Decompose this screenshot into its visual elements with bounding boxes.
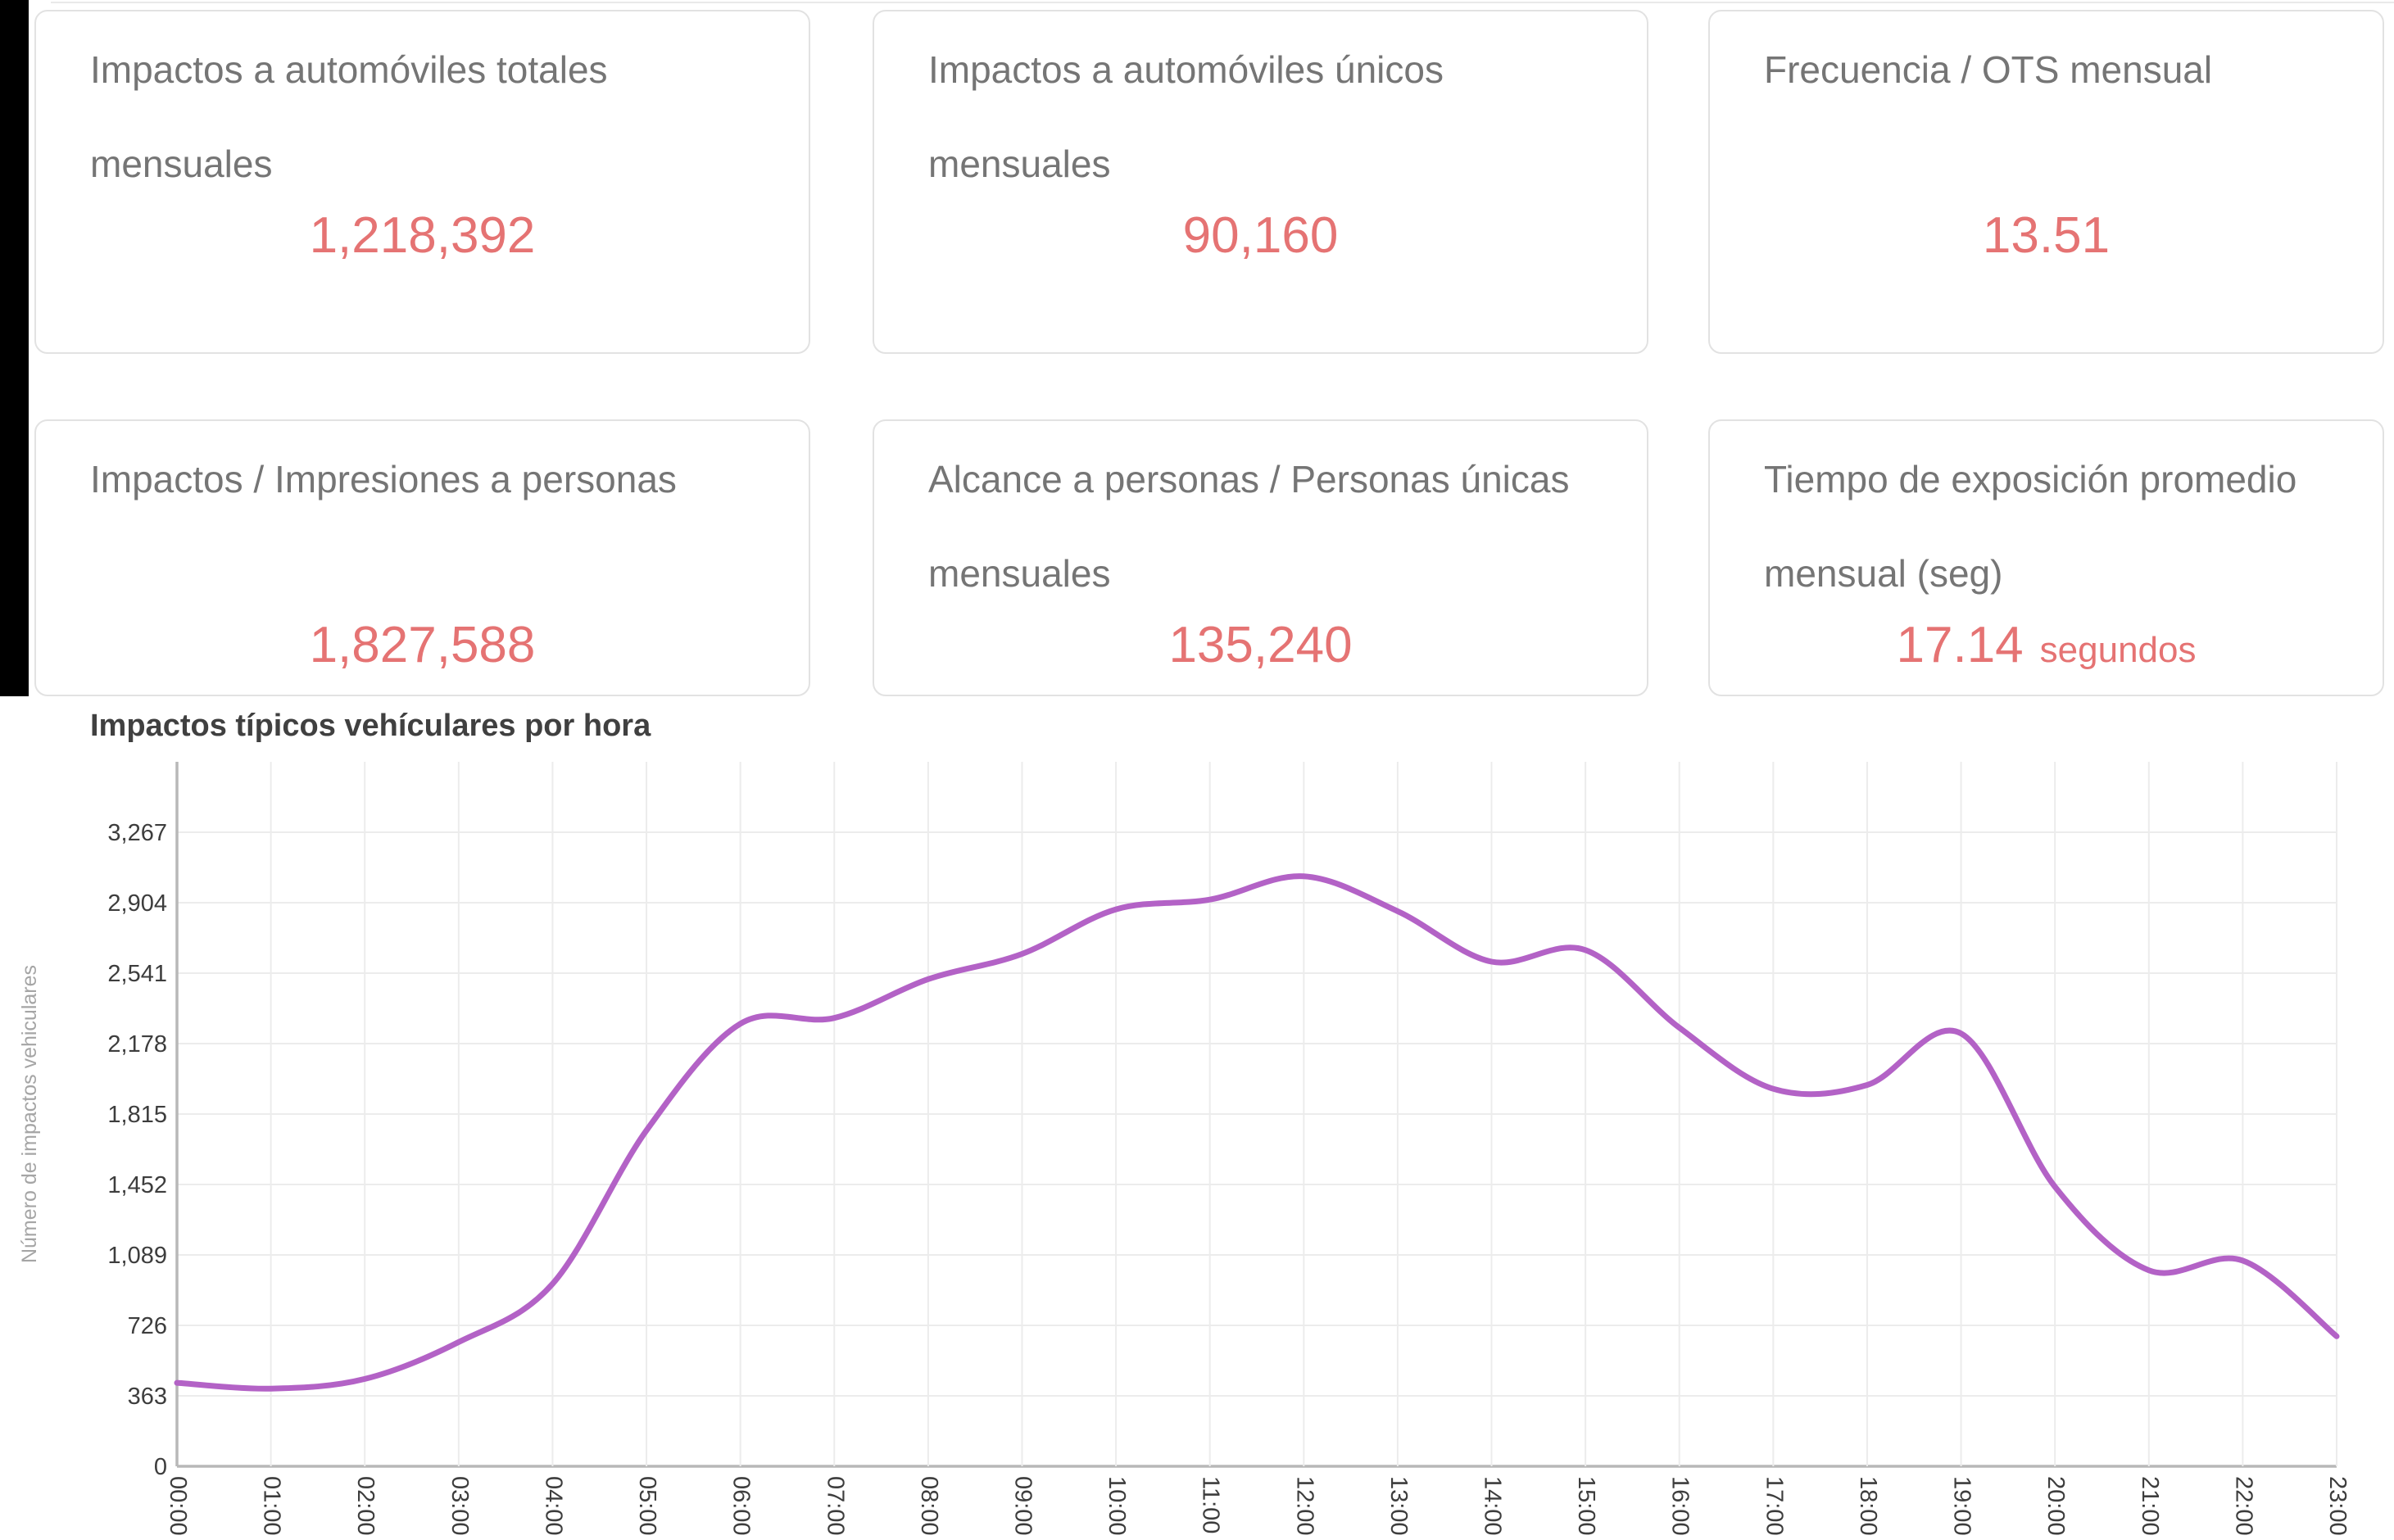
scorecard-value: 1,218,392 [309, 207, 536, 264]
x-tick-label: 11:00 [1198, 1476, 1224, 1533]
x-tick-label: 19:00 [1949, 1476, 1975, 1536]
x-tick-label: 23:00 [2324, 1476, 2351, 1536]
scorecard-impresiones-personas: Impactos / Impresiones a personas 1,827,… [34, 419, 810, 696]
x-tick-label: 15:00 [1573, 1476, 1599, 1536]
scorecard-alcance-personas: Alcance a personas / Personas únicas men… [873, 419, 1648, 696]
y-tick-label: 1,815 [107, 1102, 167, 1128]
scorecard-value: 13.51 [1982, 207, 2111, 264]
x-tick-label: 02:00 [352, 1476, 379, 1536]
scorecard-value-unit: segundos [2039, 630, 2197, 670]
chart-line-series [174, 873, 2340, 1392]
x-tick-label: 07:00 [822, 1476, 848, 1536]
scorecard-frecuencia-ots: Frecuencia / OTS mensual 13.51 [1708, 10, 2384, 354]
x-tick-label: 09:00 [1009, 1476, 1036, 1536]
scorecard-impactos-totales: Impactos a automóviles totales mensuales… [34, 10, 810, 354]
scorecard-value-number: 17.14 [1896, 617, 2024, 673]
left-black-bar [0, 0, 29, 696]
scorecard-value: 17.14 segundos [1710, 616, 2383, 674]
x-tick-label: 08:00 [916, 1476, 942, 1536]
y-axis-title: Número de impactos vehiculares [18, 965, 41, 1263]
scorecard-title: Frecuencia / OTS mensual [1764, 48, 2213, 91]
chart-title: Impactos típicos vehículares por hora [90, 709, 651, 743]
chart-grid [175, 762, 2337, 1468]
y-tick-label: 0 [154, 1454, 167, 1480]
x-tick-label: 03:00 [447, 1476, 473, 1536]
y-tick-label: 1,452 [107, 1172, 167, 1198]
scorecard-title: Tiempo de exposición promedio mensual (s… [1764, 458, 2297, 595]
y-tick-label: 363 [128, 1384, 167, 1410]
x-tick-label: 06:00 [728, 1476, 755, 1536]
scorecard-tiempo-exposicion: Tiempo de exposición promedio mensual (s… [1708, 419, 2384, 696]
x-tick-label: 10:00 [1104, 1476, 1130, 1536]
x-tick-label: 00:00 [165, 1476, 191, 1536]
y-tick-label: 3,267 [107, 820, 167, 846]
y-tick-label: 2,178 [107, 1031, 167, 1058]
x-tick-label: 01:00 [259, 1476, 285, 1536]
x-tick-label: 20:00 [2043, 1476, 2069, 1536]
hourly-impacts-chart[interactable]: 0 363 726 1,089 1,452 1,815 2,178 2,541 2,904 3,2… [0, 696, 2394, 1540]
scorecard-value: 1,827,588 [309, 617, 536, 673]
top-divider [51, 2, 2394, 3]
x-tick-label: 17:00 [1761, 1476, 1787, 1536]
chart-axis-labels: 0 363 726 1,089 1,452 1,815 2,178 2,541 2,904 3,2… [107, 820, 2351, 1536]
scorecard-value: 135,240 [1168, 617, 1353, 673]
x-tick-label: 14:00 [1480, 1476, 1506, 1536]
y-tick-label: 1,089 [107, 1243, 167, 1269]
y-tick-label: 726 [128, 1313, 167, 1339]
scorecard-title: Impactos a automóviles únicos mensuales [928, 48, 1444, 185]
scorecard-title: Impactos / Impresiones a personas [90, 458, 677, 500]
hourly-impacts-chart-section: 0 363 726 1,089 1,452 1,815 2,178 2,541 2,904 3,2… [0, 696, 2394, 1540]
scorecard-title: Impactos a automóviles totales mensuales [90, 48, 608, 185]
x-tick-label: 04:00 [540, 1476, 566, 1536]
scorecard-title: Alcance a personas / Personas únicas men… [928, 458, 1570, 595]
x-tick-label: 16:00 [1667, 1476, 1693, 1536]
x-tick-label: 05:00 [634, 1476, 660, 1536]
x-tick-label: 22:00 [2230, 1476, 2256, 1536]
scorecard-value: 90,160 [1182, 207, 1339, 264]
x-tick-label: 21:00 [2137, 1476, 2163, 1536]
y-tick-label: 2,541 [107, 961, 167, 987]
x-tick-label: 13:00 [1385, 1476, 1412, 1536]
x-tick-label: 12:00 [1291, 1476, 1317, 1536]
y-tick-label: 2,904 [107, 890, 167, 917]
scorecard-impactos-unicos: Impactos a automóviles únicos mensuales … [873, 10, 1648, 354]
x-tick-label: 18:00 [1855, 1476, 1881, 1536]
